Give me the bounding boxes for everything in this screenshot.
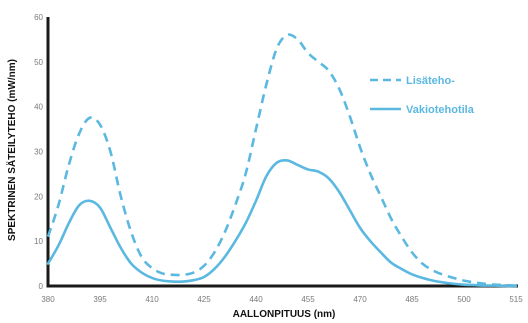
series-lines (46, 33, 518, 288)
y-tick-label: 20 (34, 192, 43, 201)
x-axis-title: AALLONPITUUS (nm) (233, 309, 336, 320)
x-tick-label: 515 (509, 295, 523, 304)
y-tick-label: 50 (34, 58, 43, 67)
y-tick-label: 0 (39, 282, 44, 291)
x-tick-label: 395 (93, 295, 107, 304)
series-line-boost (46, 33, 517, 287)
x-tick-label: 440 (249, 295, 263, 304)
x-tick-labels: 380 395 410 425 440 455 470 485 500 515 (41, 295, 523, 304)
x-tick-label: 380 (41, 295, 55, 304)
y-axis-title: SPEKTRINEN SÄTEILYTEHO (mW/nm) (5, 59, 18, 241)
series-line-standard (46, 158, 518, 288)
x-tick-label: 500 (457, 295, 471, 304)
y-tick-labels: 0 10 20 30 40 50 60 (34, 13, 43, 291)
legend-label: Lisäteho- (406, 75, 455, 87)
x-tick-label: 455 (301, 295, 315, 304)
legend: Lisäteho- Vakiotehotila (370, 75, 475, 116)
y-tick-label: 10 (34, 237, 43, 246)
x-tick-label: 425 (197, 295, 211, 304)
x-tick-label: 485 (405, 295, 419, 304)
x-tick-label: 470 (353, 295, 367, 304)
legend-label: Vakiotehotila (406, 104, 475, 116)
y-tick-label: 60 (34, 13, 43, 22)
x-tick-label: 410 (145, 295, 159, 304)
y-tick-label: 30 (34, 148, 43, 157)
y-tick-label: 40 (34, 103, 43, 112)
